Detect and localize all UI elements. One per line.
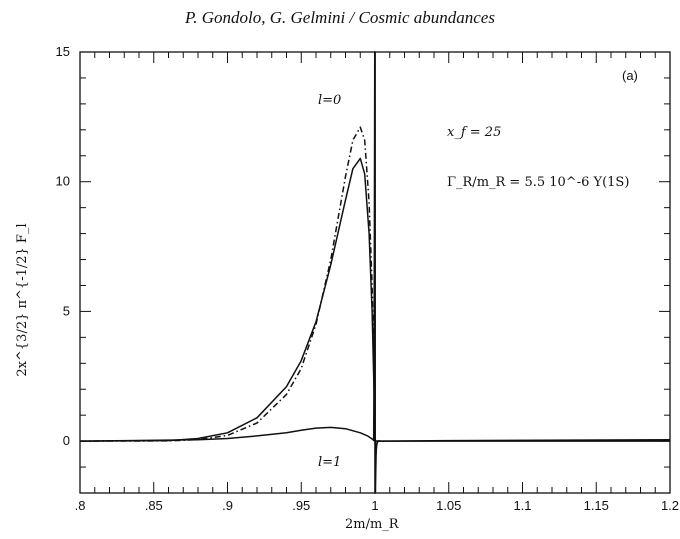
series-line bbox=[79, 426, 671, 442]
page-header: P. Gondolo, G. Gelmini / Cosmic abundanc… bbox=[185, 8, 495, 27]
y-tick-label: 0 bbox=[63, 433, 70, 448]
x-tick-label: .8 bbox=[75, 498, 86, 513]
x-tick-label: 1 bbox=[371, 498, 378, 513]
series-line bbox=[79, 126, 376, 442]
y-tick-label: 10 bbox=[56, 174, 70, 189]
xf-annotation: x_f = 25 bbox=[447, 125, 501, 140]
y-tick-label: 15 bbox=[56, 44, 70, 59]
x-tick-label: 1.1 bbox=[513, 498, 531, 513]
x-axis-title: 2m/m_R bbox=[345, 517, 400, 532]
gamma-annotation: Γ_R/m_R = 5.5 10^-6 Υ(1S) bbox=[447, 175, 629, 190]
series-group bbox=[79, 51, 671, 494]
axis-ticks bbox=[79, 51, 671, 494]
tick-labels: .8 .85 .9 .95 1 1.05 1.1 1.15 1.2 0 5 10 15 bbox=[56, 44, 680, 513]
x-tick-label: 1.05 bbox=[436, 498, 461, 513]
y-axis-title: 2x^{3/2} π^{-1/2} F_l bbox=[15, 223, 30, 376]
y-tick-label: 5 bbox=[63, 303, 70, 318]
l1-label: l=1 bbox=[318, 455, 341, 470]
l0-label: l=0 bbox=[318, 93, 341, 108]
x-tick-label: 1.15 bbox=[584, 498, 609, 513]
series-line bbox=[372, 51, 381, 494]
x-tick-label: .85 bbox=[145, 498, 163, 513]
x-tick-label: 1.2 bbox=[661, 498, 679, 513]
x-tick-label: .95 bbox=[292, 498, 310, 513]
panel-label: (a) bbox=[622, 68, 638, 83]
x-tick-label: .9 bbox=[222, 498, 233, 513]
